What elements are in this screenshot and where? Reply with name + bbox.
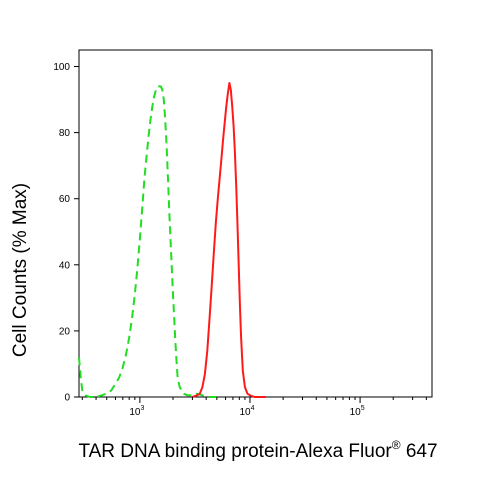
x-axis-label-main: TAR DNA binding protein-Alexa Fluor <box>78 441 392 462</box>
y-tick-label: 40 <box>59 260 71 271</box>
series-line-0 <box>78 85 217 398</box>
plot-frame <box>78 49 433 398</box>
y-tick-label: 100 <box>53 62 70 73</box>
x-axis-label-superscript: ® <box>392 438 401 452</box>
x-axis: 103 104 105 <box>81 397 427 418</box>
y-axis: 0 20 40 60 80 100 <box>53 62 79 404</box>
y-tick-label: 20 <box>59 326 71 337</box>
y-tick-label: 80 <box>59 128 71 139</box>
x-axis-label-suffix: 647 <box>401 441 438 462</box>
y-tick-label: 60 <box>59 194 71 205</box>
x-axis-label: TAR DNA binding protein-Alexa Fluor® 647 <box>78 438 437 462</box>
plot-area <box>78 49 433 398</box>
series-line-1 <box>192 82 267 398</box>
x-tick-label: 103 <box>129 405 144 418</box>
y-tick-label: 0 <box>64 393 70 404</box>
x-tick-label: 104 <box>239 405 254 418</box>
y-axis-label: Cell Counts (% Max) <box>10 183 31 357</box>
x-tick-label: 105 <box>350 405 365 418</box>
